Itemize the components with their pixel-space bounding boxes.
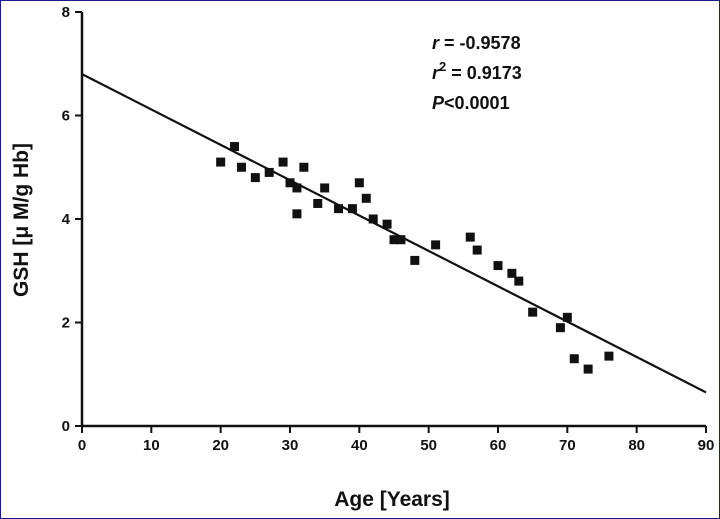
r-symbol: r: [432, 33, 440, 53]
p-symbol: P: [432, 93, 445, 113]
axis-ticks: 0 10 20 30 40 50 60 70 80 90 0 2 4 6 8: [62, 4, 715, 454]
r-value: = -0.9578: [439, 33, 521, 53]
x-tick-label: 30: [282, 437, 299, 454]
p-value: <0.0001: [444, 93, 510, 113]
y-tick-label: 0: [62, 418, 70, 435]
data-point: [493, 261, 503, 271]
y-tick-label: 4: [62, 211, 71, 228]
data-point: [472, 245, 482, 255]
data-point: [410, 255, 420, 265]
data-point: [278, 157, 288, 167]
x-tick-label: 70: [559, 437, 576, 454]
x-tick-label: 20: [212, 437, 229, 454]
y-axis-title: GSH [μ M/g Hb]: [10, 143, 33, 297]
x-tick-label: 90: [698, 437, 715, 454]
r2-exponent: 2: [439, 59, 446, 74]
data-point: [299, 162, 309, 172]
y-tick-label: 8: [62, 4, 70, 21]
data-point: [514, 276, 524, 286]
data-point: [382, 219, 392, 229]
x-tick-label: 10: [143, 437, 160, 454]
data-point: [354, 178, 364, 188]
data-point: [285, 178, 295, 188]
y-tick-label: 6: [62, 108, 70, 125]
data-point: [431, 240, 441, 250]
data-point: [507, 268, 517, 278]
x-tick-label: 0: [78, 437, 86, 454]
data-point: [562, 312, 572, 322]
data-point: [347, 204, 357, 214]
x-tick-label: 80: [628, 437, 645, 454]
data-point: [320, 183, 330, 193]
r2-symbol: r: [432, 63, 440, 83]
data-point: [264, 167, 274, 177]
stats-annotation: r = -0.9578 r2 = 0.9173 P<0.0001: [432, 33, 522, 113]
data-point: [396, 235, 406, 245]
data-point: [313, 198, 323, 208]
x-axis-title: Age [Years]: [334, 488, 450, 511]
data-point: [292, 209, 302, 219]
data-point: [250, 173, 260, 183]
r2-value: = 0.9173: [446, 63, 522, 83]
data-point: [583, 364, 593, 374]
x-tick-label: 50: [420, 437, 437, 454]
data-point: [216, 157, 226, 167]
data-points: [216, 142, 614, 374]
y-tick-label: 2: [62, 315, 70, 332]
data-point: [569, 354, 579, 364]
data-point: [368, 214, 378, 224]
data-point: [555, 323, 565, 333]
regression-line-group: [81, 73, 707, 394]
x-tick-label: 60: [490, 437, 507, 454]
data-point: [230, 142, 240, 152]
data-point: [361, 193, 371, 203]
p-annotation: P<0.0001: [432, 93, 510, 113]
r2-annotation: r2 = 0.9173: [432, 59, 522, 83]
data-point: [236, 162, 246, 172]
r-annotation: r = -0.9578: [432, 33, 521, 53]
axes: [80, 12, 706, 428]
data-point: [389, 235, 399, 245]
data-point: [334, 204, 344, 214]
regression-line: [81, 73, 707, 394]
data-point: [528, 307, 538, 317]
data-point: [292, 183, 302, 193]
data-point: [465, 232, 475, 242]
data-point: [604, 351, 614, 361]
x-tick-label: 40: [351, 437, 368, 454]
